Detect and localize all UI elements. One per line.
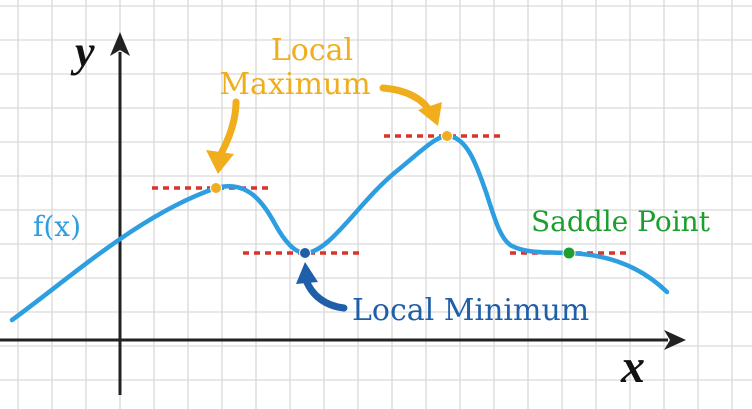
curved-arrow-up-icon (302, 276, 348, 312)
local-minimum-label: Local Minimum (352, 293, 589, 328)
y-axis-label: y (70, 27, 95, 76)
arrow-up-icon (110, 32, 130, 56)
local-minimum-point (299, 247, 311, 259)
curved-arrow-up-icon-head (296, 262, 318, 284)
local-maximum-point-1 (210, 182, 222, 194)
saddle-point (562, 246, 576, 260)
curved-arrow-down-icon-head (206, 150, 234, 174)
x-axis-label: x (620, 340, 645, 393)
function-label: f(x) (33, 210, 81, 243)
curved-arrow-down-icon-head (418, 102, 442, 126)
saddle-point-label: Saddle Point (531, 205, 711, 238)
local-maximum-point-2 (441, 130, 453, 142)
local-maximum-label-line2: Maximum (219, 67, 370, 102)
curved-arrow-down-icon (217, 98, 240, 158)
arrow-right-icon (664, 330, 686, 350)
local-maximum-label-line1: Local (271, 33, 353, 68)
